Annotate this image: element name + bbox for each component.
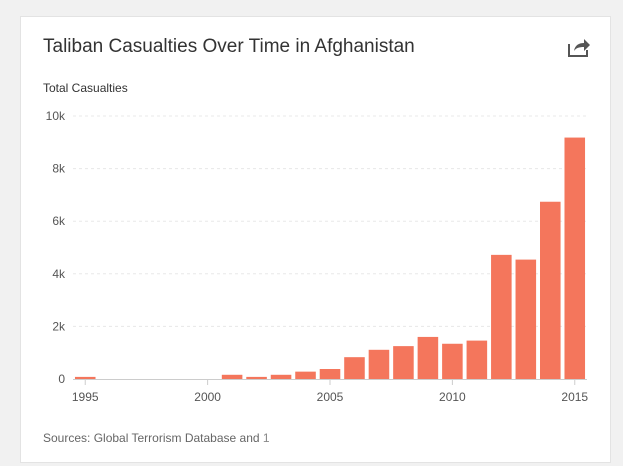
x-tick-label: 2005 <box>317 390 344 404</box>
bar <box>270 374 292 379</box>
x-tick-label: 2015 <box>561 390 588 404</box>
bar <box>246 376 267 379</box>
bar <box>221 374 243 379</box>
bar <box>466 340 488 379</box>
share-arrow-icon[interactable] <box>566 35 592 59</box>
x-tick-label: 1995 <box>72 390 99 404</box>
sources-note: Sources: Global Terrorism Database and 1 <box>43 431 270 445</box>
y-tick-label: 2k <box>52 319 66 333</box>
y-tick-label: 8k <box>52 162 66 176</box>
sources-text: Sources: Global Terrorism Database and <box>43 431 263 445</box>
bar <box>564 137 586 379</box>
bar <box>491 254 512 379</box>
source-link[interactable]: 1 <box>262 431 270 445</box>
y-tick-label: 0 <box>58 372 65 386</box>
bar <box>442 343 463 379</box>
bar <box>368 349 390 379</box>
y-tick-label: 4k <box>52 267 66 281</box>
bar <box>417 336 439 379</box>
y-tick-label: 10k <box>46 109 66 123</box>
y-tick-label: 6k <box>52 214 66 228</box>
bar <box>295 371 316 379</box>
y-axis-label: Total Casualties <box>43 81 128 95</box>
bar <box>319 369 341 379</box>
bar <box>540 201 561 379</box>
chart-card: Taliban Casualties Over Time in Afghanis… <box>20 16 611 463</box>
bar <box>74 376 96 379</box>
x-tick-label: 2010 <box>439 390 466 404</box>
chart-title: Taliban Casualties Over Time in Afghanis… <box>43 36 415 57</box>
x-tick-label: 2000 <box>194 390 221 404</box>
bar-chart: 0 2k 4k 6k 8k 10k 1995 2000 2005 2010 2015 <box>46 109 589 404</box>
bar <box>515 259 537 379</box>
bar <box>393 346 414 379</box>
bar <box>344 357 365 379</box>
